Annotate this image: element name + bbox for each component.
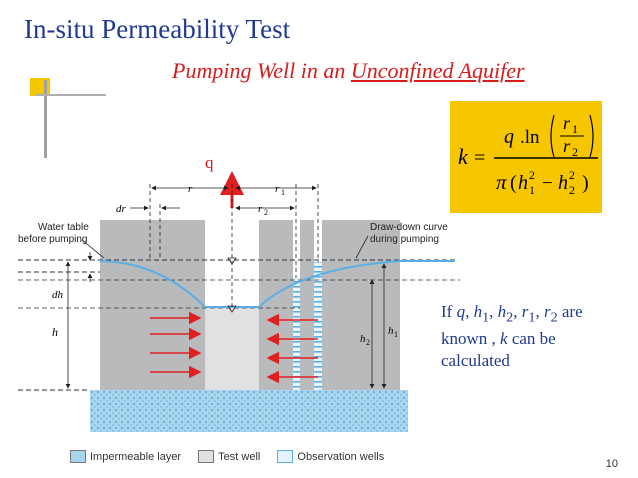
soil-block-right-1: [259, 220, 293, 390]
decor-horizontal-bar: [36, 94, 106, 96]
label-r2-sub: 2: [264, 208, 268, 217]
kt-h1: h: [473, 302, 483, 321]
drawdown-leader: [355, 235, 369, 259]
kt-q: q: [456, 302, 466, 321]
label-dr: dr: [116, 203, 127, 215]
legend-impermeable-swatch: [70, 450, 86, 463]
kt-c1: ,: [465, 302, 474, 321]
water-level-marker-2: [227, 305, 237, 313]
label-r: r: [188, 183, 193, 195]
kt-h2: h: [497, 302, 507, 321]
legend-test-well-label: Test well: [218, 450, 261, 463]
formula-ln: .ln: [520, 127, 540, 148]
kt-r1-sub: 1: [528, 309, 536, 326]
label-h: h: [52, 325, 58, 339]
label-h1: h: [388, 325, 394, 337]
label-h2: h: [360, 333, 366, 345]
discharge-label: q: [205, 153, 214, 172]
kt-if: If: [441, 302, 457, 321]
kt-are: are known ,: [441, 302, 583, 349]
formula-h2-sub: 2: [569, 183, 575, 197]
formula-r2: r: [563, 136, 571, 156]
label-dh: dh: [52, 289, 64, 301]
legend-test-well-swatch: [198, 450, 215, 463]
drawdown-label-1: Draw-down curve: [370, 222, 448, 233]
legend: Impermeable layer Test well Observation …: [70, 450, 384, 463]
formula-h1: h: [518, 172, 528, 194]
soil-block-right-3: [322, 220, 400, 390]
water-level-marker-1: [227, 257, 237, 265]
formula-r1-sub: 1: [572, 122, 578, 136]
kt-r2: r: [543, 302, 551, 321]
known-variables-text: If q, h1, h2, r1, r2 are known , k can b…: [441, 301, 621, 372]
formula-paren-left: [550, 114, 555, 158]
kt-c2: ,: [489, 302, 498, 321]
water-table-leader: [81, 239, 105, 259]
kt-k: k: [500, 329, 508, 349]
observation-well-1: [293, 278, 300, 390]
legend-observation-label: Observation wells: [297, 450, 385, 463]
kt-h1-sub: 1: [482, 309, 490, 326]
label-r2: r: [258, 203, 263, 215]
subtitle-part1: Pumping Well in an: [172, 58, 351, 83]
decor-vertical-bar: [44, 80, 47, 158]
drawdown-curve: [99, 260, 455, 308]
formula-q: q: [504, 126, 514, 148]
kt-rest: can be calculated: [441, 329, 556, 371]
soil-block-left: [100, 220, 205, 390]
slide-subtitle: Pumping Well in an Unconfined Aquifer: [172, 58, 525, 84]
subtitle-part2: Unconfined Aquifer: [350, 58, 525, 83]
formula-box: k = q .ln r 1 r 2 π ( h 2 1 − h 2 2 ): [450, 101, 602, 213]
formula-r2-sub: 2: [572, 145, 578, 159]
formula-h2-sup: 2: [569, 168, 575, 182]
slide-number: 10: [605, 458, 618, 470]
aquifer-diagram: q r r 1 r 2 dr Water table before pumpin…: [18, 153, 460, 432]
label-r1: r: [275, 183, 280, 195]
formula-h1-sub: 1: [529, 183, 535, 197]
slide-title: In-situ Permeability Test: [24, 14, 291, 44]
formula-pi: π: [496, 170, 507, 194]
formula-equals: =: [474, 147, 485, 169]
kt-c4: ,: [535, 302, 544, 321]
formula-close-paren: ): [582, 172, 589, 194]
label-h2-sub: 2: [366, 338, 370, 347]
formula-svg: k = q .ln r 1 r 2 π ( h 2 1 − h 2 2 ): [458, 113, 598, 197]
kt-c3: ,: [513, 302, 522, 321]
formula-r1: r: [563, 113, 571, 133]
water-table-label-1: Water table: [38, 222, 89, 233]
legend-impermeable-label: Impermeable layer: [90, 450, 182, 463]
observation-well-2: [314, 262, 322, 390]
kt-r1: r: [521, 302, 529, 321]
label-r1-sub: 1: [281, 188, 285, 197]
formula-minus: −: [542, 173, 553, 194]
formula-h2: h: [558, 172, 568, 194]
water-table-label-2: before pumping: [18, 234, 88, 245]
formula-k: k: [458, 144, 469, 169]
legend-observation-swatch: [277, 450, 294, 463]
test-well: [205, 308, 259, 390]
formula-open-paren: (: [510, 172, 517, 194]
label-h1-sub: 1: [394, 330, 398, 339]
kt-r2-sub: 2: [550, 309, 558, 326]
drawdown-label-2: during pumping: [370, 234, 439, 245]
impermeable-layer: [90, 390, 408, 432]
soil-block-right-2: [300, 220, 314, 390]
formula-paren-right: [589, 114, 594, 158]
kt-h2-sub: 2: [506, 309, 514, 326]
formula-h1-sup: 2: [529, 168, 535, 182]
